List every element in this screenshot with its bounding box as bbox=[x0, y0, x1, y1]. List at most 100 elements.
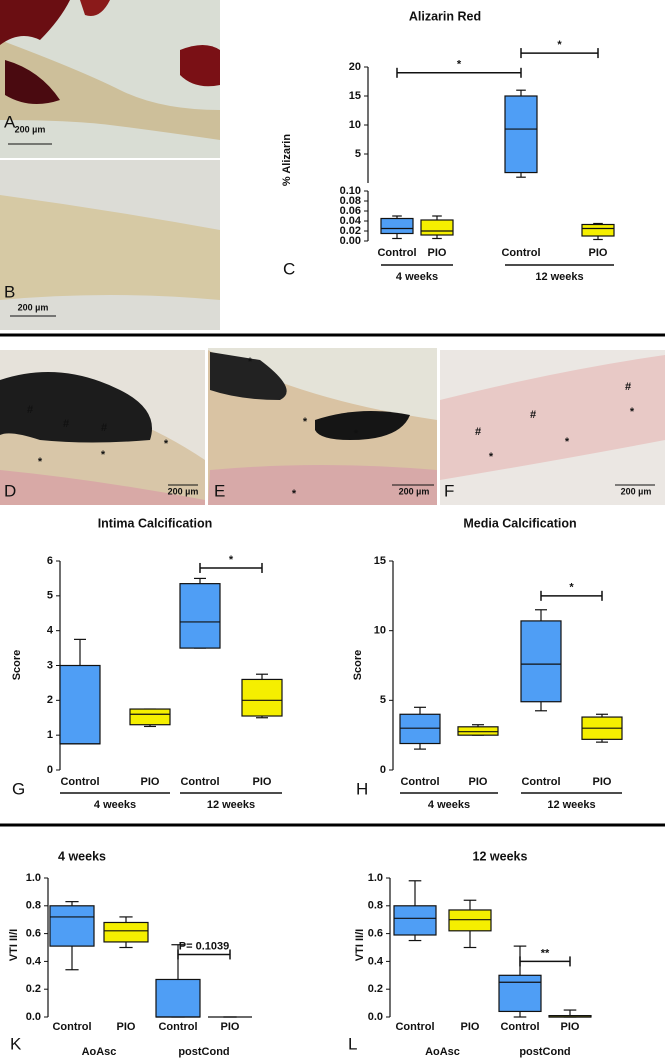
panel-letter: G bbox=[12, 779, 25, 798]
box bbox=[448, 909, 492, 932]
symbol: * bbox=[630, 406, 635, 418]
x-tick-label: PIO bbox=[221, 1021, 240, 1033]
box bbox=[380, 217, 414, 235]
x-tick-label: PIO bbox=[561, 1021, 580, 1033]
symbol: * bbox=[303, 416, 308, 428]
box bbox=[393, 905, 437, 936]
symbol: * bbox=[248, 356, 253, 368]
x-tick-label: PIO bbox=[117, 1021, 136, 1033]
symbol: * bbox=[489, 451, 494, 463]
box bbox=[520, 620, 562, 703]
symbol: # bbox=[63, 418, 69, 430]
chart-title: Media Calcification bbox=[463, 516, 576, 530]
group-label: AoAsc bbox=[425, 1046, 460, 1058]
y-tick-label: 0.10 bbox=[340, 185, 361, 197]
y-axis-label: VTI II/I bbox=[354, 929, 366, 961]
group-label: postCond bbox=[178, 1046, 229, 1058]
panel-letter: F bbox=[444, 481, 454, 500]
y-axis-label: Score bbox=[11, 650, 23, 681]
x-tick-label: Control bbox=[158, 1021, 197, 1033]
x-tick-label: PIO bbox=[428, 247, 447, 259]
annotation: ** bbox=[541, 947, 550, 959]
group-label: AoAsc bbox=[82, 1046, 117, 1058]
y-axis-label: VTI II/I bbox=[8, 929, 20, 961]
scale-label: 200 µm bbox=[621, 486, 652, 496]
box bbox=[241, 678, 283, 717]
symbol: # bbox=[625, 381, 631, 393]
symbol: # bbox=[475, 426, 481, 438]
y-tick-label: 0.6 bbox=[26, 928, 41, 940]
symbol: # bbox=[530, 409, 536, 421]
panel-letter: D bbox=[4, 481, 16, 500]
y-tick-label: 0.06 bbox=[340, 205, 361, 217]
micrograph-d bbox=[0, 350, 205, 505]
panel-letter: K bbox=[10, 1034, 22, 1053]
y-tick-label: 0.8 bbox=[26, 900, 41, 912]
symbol: * bbox=[565, 436, 570, 448]
group-label: 4 weeks bbox=[428, 799, 470, 811]
box bbox=[103, 921, 149, 943]
chart-title: 4 weeks bbox=[58, 849, 106, 863]
scale-label: 200 µm bbox=[18, 302, 49, 312]
y-tick-label: 6 bbox=[47, 555, 53, 567]
panel-letter: E bbox=[214, 481, 225, 500]
symbol: * bbox=[38, 456, 43, 468]
group-label: 12 weeks bbox=[547, 799, 595, 811]
x-tick-label: PIO bbox=[141, 776, 160, 788]
symbol: # bbox=[27, 404, 33, 416]
y-tick-label: 0.02 bbox=[340, 225, 361, 237]
box bbox=[498, 974, 542, 1013]
y-tick-label: 20 bbox=[349, 61, 361, 73]
y-tick-label: 0.00 bbox=[340, 235, 361, 247]
annotation: P= 0.1039 bbox=[179, 940, 229, 952]
panel-letter: L bbox=[348, 1034, 357, 1053]
y-tick-label: 0.0 bbox=[26, 1011, 41, 1023]
y-tick-label: 0 bbox=[380, 764, 386, 776]
panel-letter: B bbox=[4, 282, 15, 301]
y-tick-label: 15 bbox=[349, 90, 361, 102]
symbol: * bbox=[101, 449, 106, 461]
x-tick-label: Control bbox=[500, 1021, 539, 1033]
x-tick-label: Control bbox=[52, 1021, 91, 1033]
scale-label: 200 µm bbox=[168, 486, 199, 496]
group-label: 4 weeks bbox=[396, 271, 438, 283]
y-axis-label: % Alizarin bbox=[281, 134, 293, 186]
symbol: * bbox=[292, 488, 297, 500]
y-tick-label: 4 bbox=[47, 625, 54, 637]
group-label: 12 weeks bbox=[207, 799, 255, 811]
y-tick-label: 5 bbox=[47, 590, 53, 602]
x-tick-label: Control bbox=[501, 247, 540, 259]
y-tick-label: 1.0 bbox=[26, 872, 41, 884]
y-tick-label: 5 bbox=[380, 694, 386, 706]
micrograph-f bbox=[440, 350, 665, 505]
annotation: * bbox=[229, 554, 234, 566]
micrograph-a bbox=[0, 0, 220, 158]
chart-title: Alizarin Red bbox=[409, 9, 481, 23]
symbol: * bbox=[164, 438, 169, 450]
y-tick-label: 0.4 bbox=[26, 955, 42, 967]
micrograph-e bbox=[208, 348, 437, 505]
box bbox=[129, 708, 171, 726]
y-tick-label: 3 bbox=[47, 659, 53, 671]
y-tick-label: 0.6 bbox=[368, 928, 383, 940]
box bbox=[457, 726, 499, 736]
chart-title: 12 weeks bbox=[473, 849, 528, 863]
y-tick-label: 10 bbox=[374, 625, 386, 637]
y-tick-label: 0.4 bbox=[368, 955, 384, 967]
y-tick-label: 0.04 bbox=[340, 215, 362, 227]
y-tick-label: 1 bbox=[47, 729, 53, 741]
x-tick-label: Control bbox=[395, 1021, 434, 1033]
y-tick-label: 5 bbox=[355, 148, 361, 160]
x-tick-label: Control bbox=[180, 776, 219, 788]
scale-label: 200 µm bbox=[399, 486, 430, 496]
annotation: * bbox=[569, 582, 574, 594]
y-tick-label: 0.0 bbox=[368, 1011, 383, 1023]
x-tick-label: PIO bbox=[461, 1021, 480, 1033]
symbol: * bbox=[354, 428, 359, 440]
x-tick-label: Control bbox=[521, 776, 560, 788]
group-label: postCond bbox=[519, 1046, 570, 1058]
y-tick-label: 0.08 bbox=[340, 195, 361, 207]
y-axis-label: Score bbox=[352, 650, 364, 681]
x-tick-label: Control bbox=[377, 247, 416, 259]
x-tick-label: PIO bbox=[469, 776, 488, 788]
